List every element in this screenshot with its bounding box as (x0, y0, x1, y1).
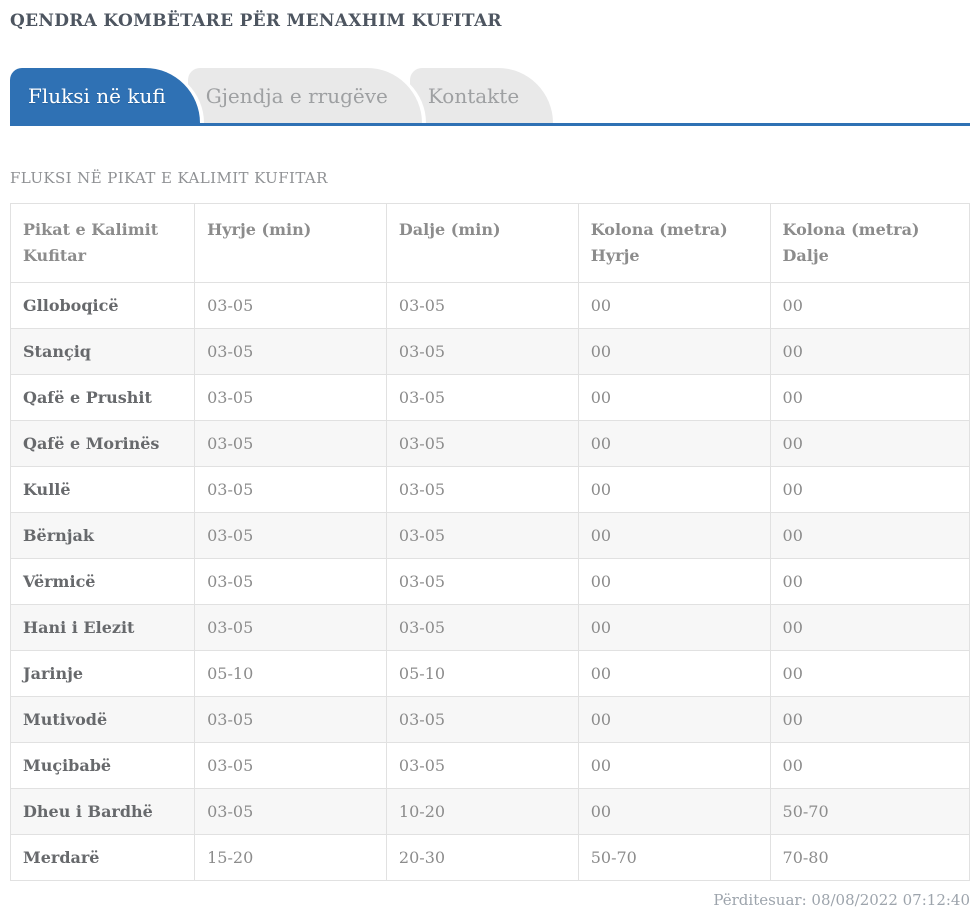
value-cell: 00 (769, 512, 971, 559)
value-cell: 50-70 (769, 788, 971, 835)
crossing-name-cell: Stançiq (9, 328, 196, 375)
border-crossings-table: Pikat e Kalimit Kufitar Hyrje (min) Dalje … (9, 203, 971, 881)
tab-bar: Fluksi në kufi Gjendja e rrugëve Kontakte (10, 68, 970, 126)
tab-gjendja-e-rrugeve[interactable]: Gjendja e rrugëve (187, 68, 422, 123)
crossing-name-cell: Jarinje (9, 650, 196, 697)
page-title: QENDRA KOMBËTARE PËR MENAXHIM KUFITAR (10, 11, 502, 31)
value-cell: 00 (769, 604, 971, 651)
value-cell: 03-05 (194, 420, 387, 467)
value-cell: 03-05 (194, 282, 387, 329)
table-header-cell: Pikat e Kalimit Kufitar (9, 203, 196, 283)
value-cell: 00 (577, 466, 771, 513)
table-row: Dheu i Bardhë 03-05 10-20 00 50-70 (9, 788, 971, 835)
table-row: Stançiq 03-05 03-05 00 00 (9, 328, 971, 375)
value-cell: 03-05 (385, 328, 579, 375)
crossing-name-cell: Hani i Elezit (9, 604, 196, 651)
value-cell: 00 (577, 650, 771, 697)
value-cell: 05-10 (385, 650, 579, 697)
crossing-name-cell: Dheu i Bardhë (9, 788, 196, 835)
value-cell: 00 (769, 742, 971, 789)
value-cell: 10-20 (385, 788, 579, 835)
value-cell: 00 (577, 328, 771, 375)
value-cell: 00 (577, 788, 771, 835)
value-cell: 03-05 (385, 282, 579, 329)
crossing-name-cell: Muçibabë (9, 742, 196, 789)
table-header-cell: Kolona (metra) Hyrje (577, 203, 771, 283)
value-cell: 03-05 (385, 420, 579, 467)
value-cell: 00 (769, 558, 971, 605)
table-row: Qafë e Morinës 03-05 03-05 00 00 (9, 420, 971, 467)
crossing-name-cell: Kullë (9, 466, 196, 513)
value-cell: 03-05 (194, 558, 387, 605)
value-cell: 00 (769, 328, 971, 375)
value-cell: 03-05 (194, 604, 387, 651)
tab-kontakte[interactable]: Kontakte (409, 68, 554, 123)
table-row: Kullë 03-05 03-05 00 00 (9, 466, 971, 513)
value-cell: 03-05 (385, 604, 579, 651)
value-cell: 03-05 (385, 696, 579, 743)
value-cell: 03-05 (385, 512, 579, 559)
table-row: Vërmicë 03-05 03-05 00 00 (9, 558, 971, 605)
value-cell: 03-05 (194, 466, 387, 513)
table-header-row: Pikat e Kalimit Kufitar Hyrje (min) Dalje … (9, 203, 971, 283)
crossing-name-cell: Qafë e Morinës (9, 420, 196, 467)
value-cell: 03-05 (194, 328, 387, 375)
crossing-name-cell: Bërnjak (9, 512, 196, 559)
value-cell: 00 (577, 558, 771, 605)
table-row: Merdarë 15-20 20-30 50-70 70-80 (9, 834, 971, 881)
table-row: Jarinje 05-10 05-10 00 00 (9, 650, 971, 697)
value-cell: 00 (769, 282, 971, 329)
crossing-name-cell: Mutivodë (9, 696, 196, 743)
section-title: FLUKSI NË PIKAT E KALIMIT KUFITAR (10, 169, 328, 187)
table-row: Glloboqicë 03-05 03-05 00 00 (9, 282, 971, 329)
table-header-cell: Kolona (metra) Dalje (769, 203, 971, 283)
value-cell: 03-05 (194, 512, 387, 559)
value-cell: 03-05 (385, 466, 579, 513)
value-cell: 00 (577, 696, 771, 743)
table-row: Muçibabë 03-05 03-05 00 00 (9, 742, 971, 789)
value-cell: 00 (577, 282, 771, 329)
value-cell: 03-05 (385, 742, 579, 789)
table-header-cell: Hyrje (min) (194, 203, 387, 283)
tab-fluksi-ne-kufi[interactable]: Fluksi në kufi (10, 68, 200, 123)
value-cell: 00 (769, 466, 971, 513)
value-cell: 00 (769, 696, 971, 743)
value-cell: 00 (577, 604, 771, 651)
table-row: Mutivodë 03-05 03-05 00 00 (9, 696, 971, 743)
value-cell: 00 (769, 420, 971, 467)
value-cell: 03-05 (194, 696, 387, 743)
value-cell: 03-05 (194, 374, 387, 421)
value-cell: 03-05 (194, 788, 387, 835)
crossing-name-cell: Merdarë (9, 834, 196, 881)
last-updated: Përditesuar: 08/08/2022 07:12:40 (713, 891, 970, 909)
value-cell: 00 (577, 374, 771, 421)
value-cell: 05-10 (194, 650, 387, 697)
value-cell: 03-05 (385, 374, 579, 421)
table-row: Bërnjak 03-05 03-05 00 00 (9, 512, 971, 559)
crossing-name-cell: Glloboqicë (9, 282, 196, 329)
value-cell: 70-80 (769, 834, 971, 881)
table-header-cell: Dalje (min) (385, 203, 579, 283)
value-cell: 15-20 (194, 834, 387, 881)
table-row: Qafë e Prushit 03-05 03-05 00 00 (9, 374, 971, 421)
crossing-name-cell: Vërmicë (9, 558, 196, 605)
value-cell: 20-30 (385, 834, 579, 881)
value-cell: 00 (577, 420, 771, 467)
value-cell: 03-05 (194, 742, 387, 789)
value-cell: 00 (577, 512, 771, 559)
value-cell: 00 (577, 742, 771, 789)
page: QENDRA KOMBËTARE PËR MENAXHIM KUFITAR Fl… (9, 10, 971, 910)
value-cell: 50-70 (577, 834, 771, 881)
crossing-name-cell: Qafë e Prushit (9, 374, 196, 421)
table-row: Hani i Elezit 03-05 03-05 00 00 (9, 604, 971, 651)
value-cell: 00 (769, 650, 971, 697)
value-cell: 03-05 (385, 558, 579, 605)
value-cell: 00 (769, 374, 971, 421)
